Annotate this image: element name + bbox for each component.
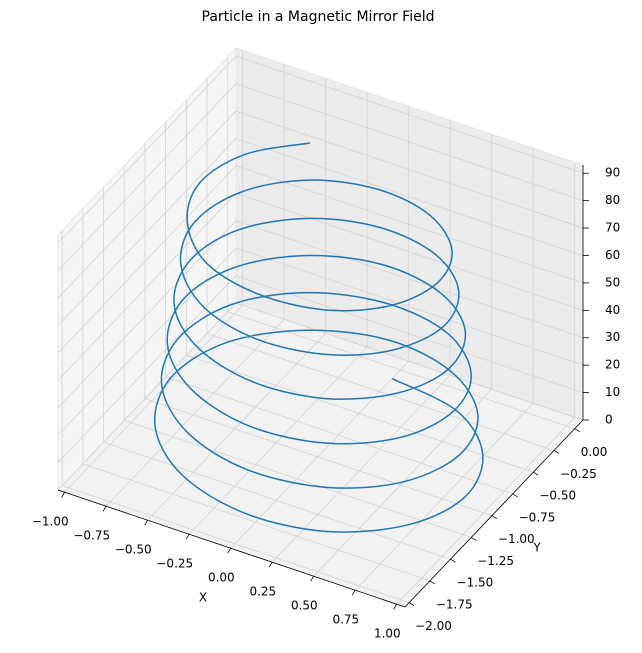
tick-mark	[533, 471, 539, 476]
x-tick-label: −0.75	[73, 529, 110, 543]
grid-line	[64, 304, 243, 493]
y-tick-label: −0.75	[519, 510, 556, 524]
tick-mark	[491, 515, 498, 520]
grid-line	[105, 318, 285, 507]
tick-mark	[471, 537, 477, 541]
tick-mark	[512, 493, 518, 498]
x-axis-line	[57, 489, 406, 608]
x-tick-label: 0.50	[291, 599, 318, 613]
grid-line	[57, 83, 237, 271]
grid-line	[271, 374, 451, 563]
y-tick-label: −1.50	[457, 576, 494, 590]
grid-line	[396, 416, 575, 605]
grid-line	[57, 247, 237, 436]
grid-line	[235, 138, 584, 256]
grid-line	[206, 333, 555, 451]
z-tick-label: 30	[605, 330, 620, 344]
z-tick-label: 50	[605, 275, 620, 289]
z-tick-label: 40	[605, 303, 620, 317]
y-tick-label: −1.25	[477, 554, 514, 568]
grid-line	[147, 332, 326, 521]
tick-mark	[268, 562, 273, 568]
z-tick-label: 70	[605, 221, 620, 235]
tick-mark	[61, 492, 65, 498]
z-tick-label: 90	[605, 166, 620, 180]
x-tick-label: 0.25	[249, 585, 276, 599]
x-tick-label: −0.25	[156, 557, 193, 571]
tick-mark	[574, 428, 580, 433]
grid-line	[57, 302, 237, 491]
grid-line	[62, 485, 410, 604]
grid-line	[354, 402, 534, 591]
tick-mark	[450, 558, 456, 563]
tick-mark	[185, 534, 190, 540]
y-axis-label: Y	[532, 541, 541, 555]
grid-line	[103, 441, 451, 560]
tick-mark	[144, 520, 148, 526]
grid-line	[124, 420, 472, 538]
tick-mark	[102, 506, 107, 512]
grid-line	[235, 220, 584, 339]
x-tick-label: 1.00	[374, 627, 401, 641]
tick-mark	[227, 548, 232, 554]
x-tick-label: −0.50	[115, 543, 152, 557]
chart-title: Particle in a Magnetic Mirror Field	[202, 9, 435, 25]
z-tick-label: 20	[605, 358, 620, 372]
tick-mark	[393, 603, 398, 610]
z-tick-label: 0	[605, 413, 613, 427]
z-tick-label: 10	[605, 385, 620, 399]
x-tick-label: −1.00	[32, 515, 69, 529]
grid-line	[235, 55, 584, 174]
grid-line	[57, 193, 237, 381]
z-tick-label: 80	[605, 193, 620, 207]
grid-line	[57, 138, 237, 326]
y-tick-label: −1.00	[498, 532, 535, 546]
grid-line	[165, 376, 513, 495]
grid-line	[188, 346, 368, 535]
grid-line	[235, 165, 584, 284]
grid-line	[235, 302, 584, 421]
trajectory-line	[153, 142, 484, 533]
y-tick-label: 0.00	[581, 445, 608, 459]
tick-mark	[429, 580, 436, 585]
grid-line	[235, 247, 584, 366]
grid-line	[57, 110, 237, 299]
grid-line	[57, 275, 237, 463]
grid-line	[230, 360, 409, 549]
grid-line	[57, 55, 237, 244]
x-axis-label: X	[199, 591, 207, 605]
grid-line	[186, 354, 534, 473]
grid-line	[235, 275, 584, 393]
grid-line	[82, 463, 430, 582]
tick-mark	[351, 589, 356, 596]
grid-line	[57, 220, 237, 409]
x-tick-label: 0.75	[332, 613, 359, 627]
y-tick-label: −0.50	[539, 489, 576, 503]
grid-line	[57, 165, 237, 354]
x-tick-label: 0.00	[208, 571, 235, 585]
tick-mark	[408, 602, 415, 606]
grid-line	[235, 192, 584, 311]
grid-line	[235, 83, 584, 202]
y-tick-label: −2.00	[415, 619, 452, 633]
z-tick-label: 60	[605, 248, 620, 262]
y-tick-label: −0.25	[560, 467, 597, 481]
grid-line	[235, 110, 584, 229]
y-tick-label: −1.75	[436, 597, 473, 611]
y-axis-line	[404, 419, 584, 608]
grid-line	[144, 398, 493, 517]
tick-mark	[553, 450, 560, 454]
tick-mark	[310, 576, 315, 582]
